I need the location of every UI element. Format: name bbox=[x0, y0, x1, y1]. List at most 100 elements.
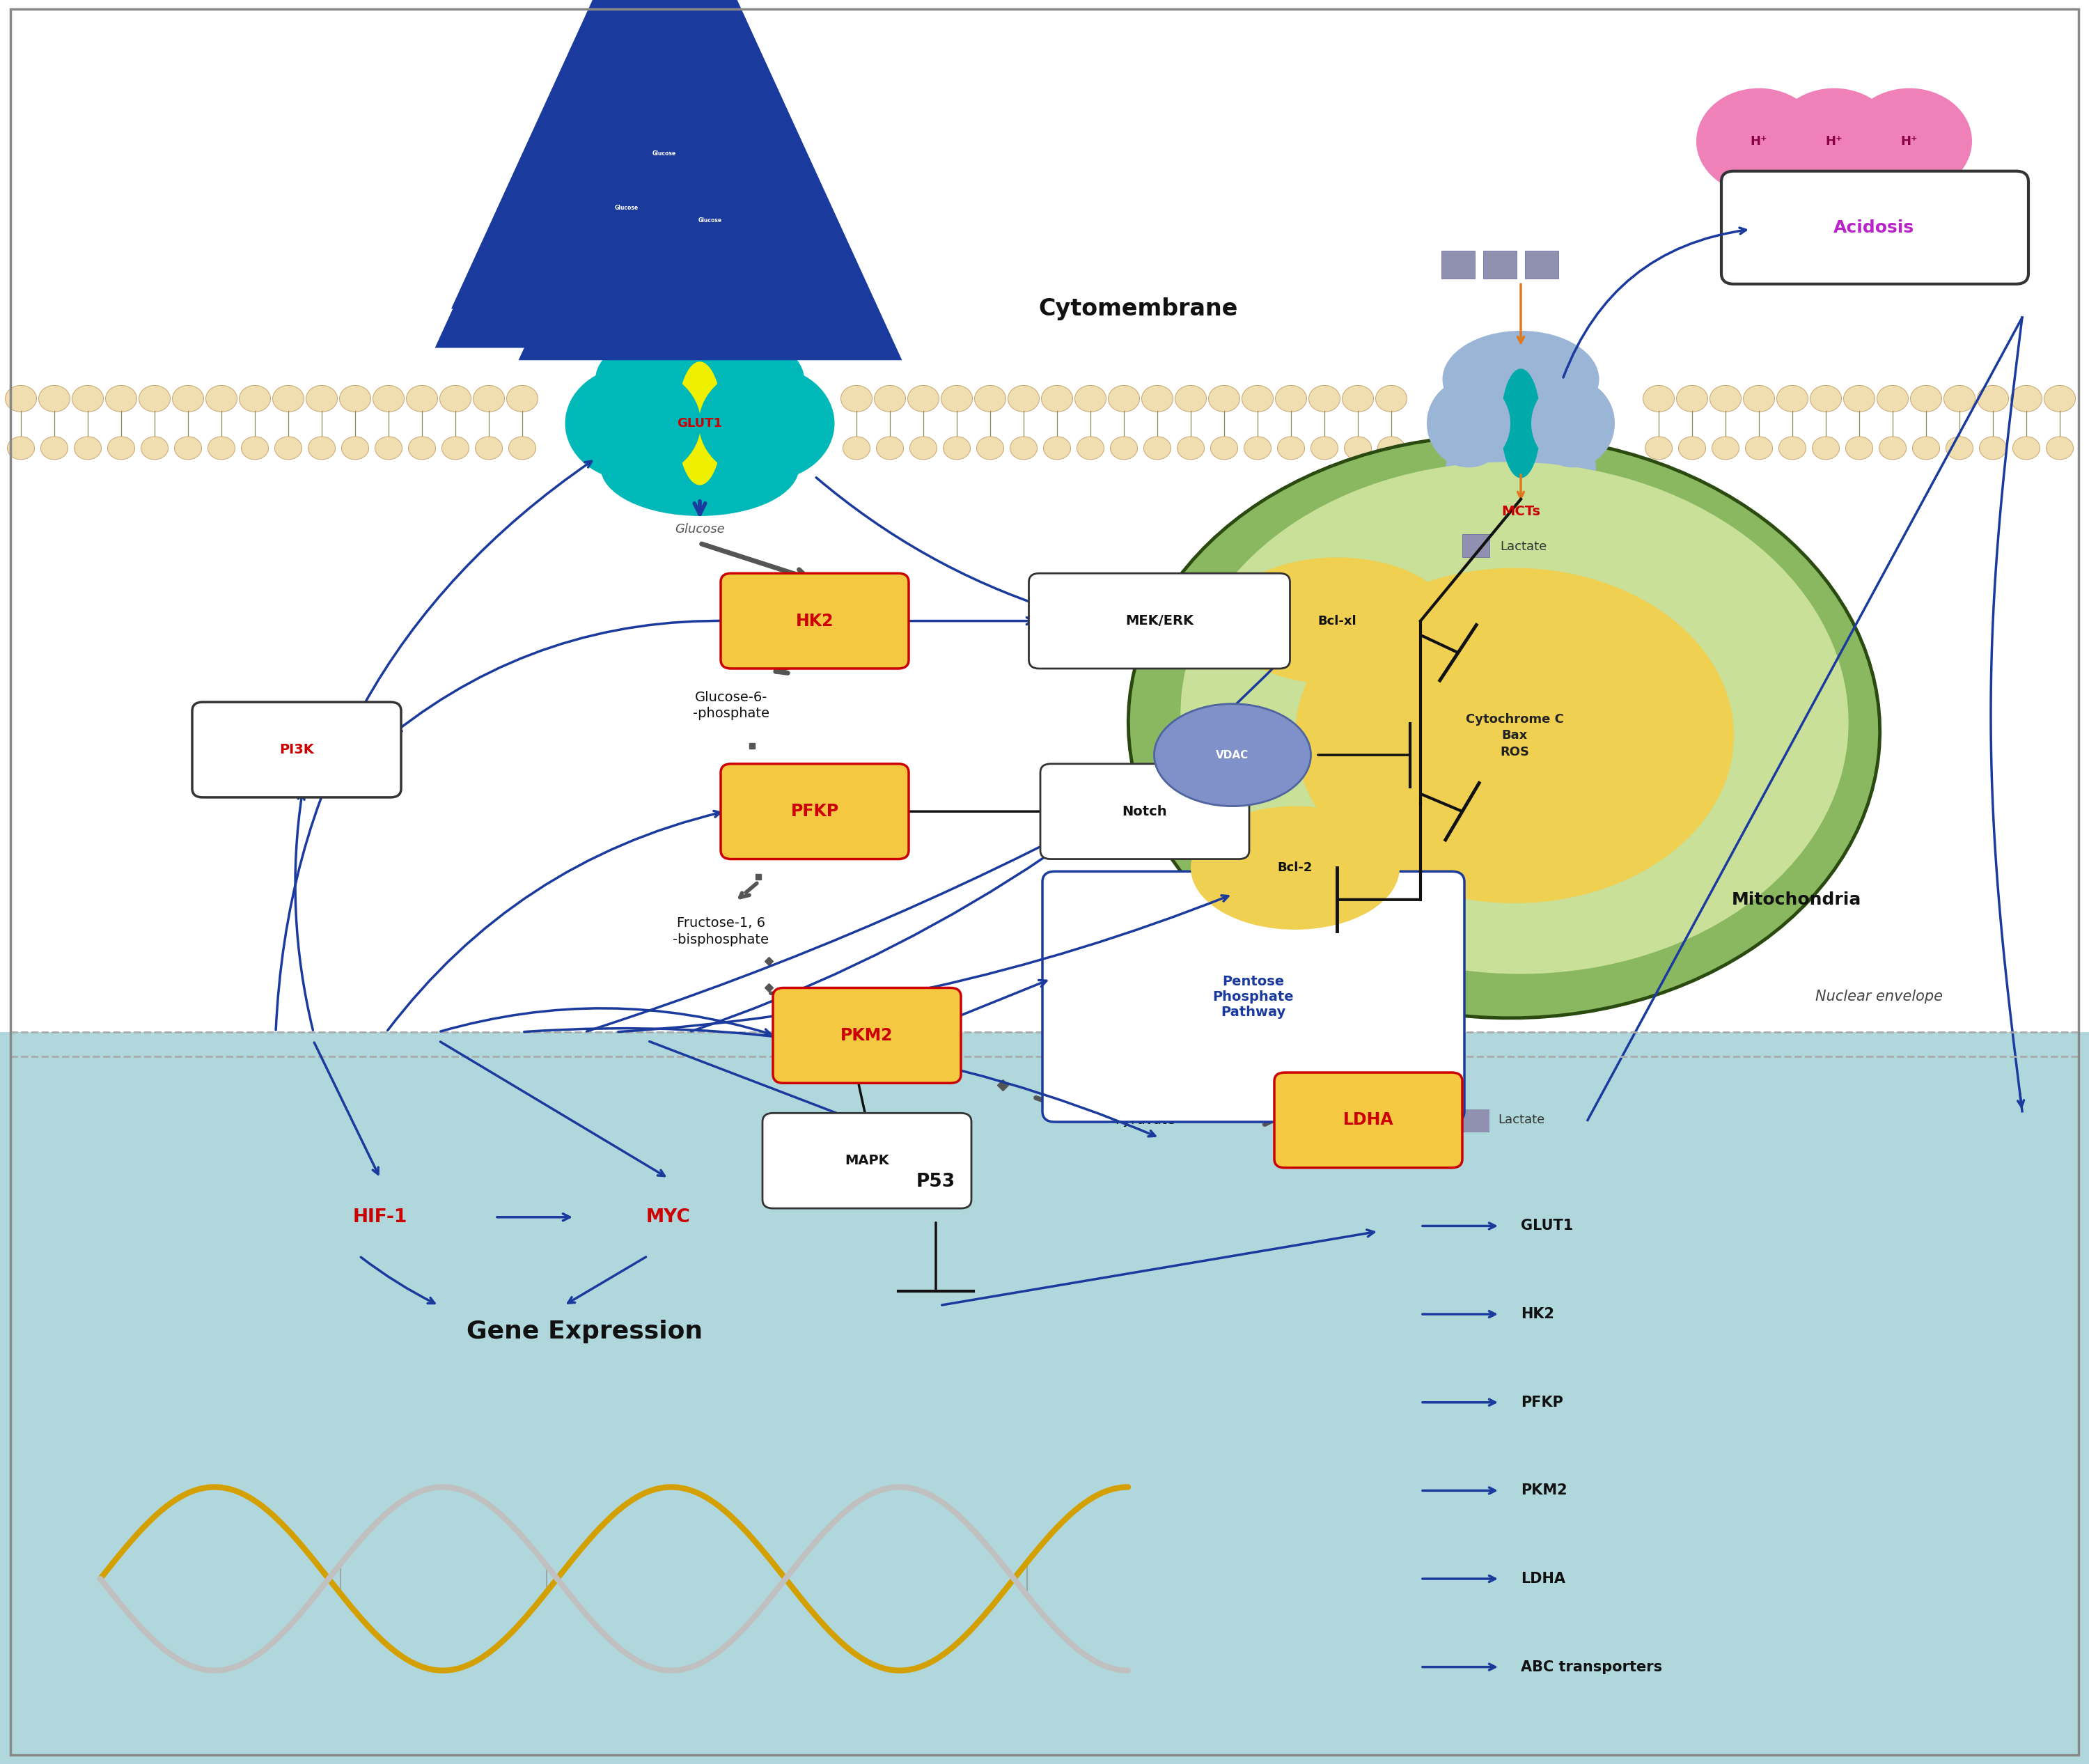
FancyBboxPatch shape bbox=[773, 988, 961, 1083]
Text: VDAC: VDAC bbox=[1216, 750, 1249, 760]
Circle shape bbox=[1980, 437, 2005, 460]
Circle shape bbox=[1375, 386, 1408, 413]
Ellipse shape bbox=[1128, 436, 1880, 1018]
Circle shape bbox=[238, 386, 272, 413]
Text: PI3K: PI3K bbox=[280, 743, 313, 757]
Circle shape bbox=[443, 437, 470, 460]
Circle shape bbox=[1312, 437, 1337, 460]
Circle shape bbox=[1709, 386, 1742, 413]
Circle shape bbox=[1696, 88, 1822, 194]
Text: Bcl-xl: Bcl-xl bbox=[1318, 614, 1356, 628]
Circle shape bbox=[907, 386, 940, 413]
Text: MYC: MYC bbox=[646, 1208, 691, 1226]
Circle shape bbox=[1809, 386, 1842, 413]
Circle shape bbox=[1744, 386, 1776, 413]
Circle shape bbox=[1111, 437, 1136, 460]
Text: Cytochrome C
Bax
ROS: Cytochrome C Bax ROS bbox=[1466, 713, 1563, 759]
Circle shape bbox=[1746, 437, 1774, 460]
Circle shape bbox=[973, 386, 1007, 413]
Polygon shape bbox=[451, 0, 877, 309]
Text: Glucose: Glucose bbox=[675, 522, 725, 536]
Text: PKM2: PKM2 bbox=[1521, 1484, 1567, 1498]
Circle shape bbox=[1345, 437, 1370, 460]
Text: PFKP: PFKP bbox=[790, 803, 840, 820]
FancyBboxPatch shape bbox=[1721, 171, 2028, 284]
Circle shape bbox=[2045, 437, 2072, 460]
Circle shape bbox=[1646, 437, 1671, 460]
Circle shape bbox=[1842, 386, 1876, 413]
Text: MCTs: MCTs bbox=[1502, 505, 1540, 519]
Circle shape bbox=[842, 437, 869, 460]
Circle shape bbox=[510, 437, 535, 460]
Text: Mitochondria: Mitochondria bbox=[1732, 891, 1861, 908]
Text: Lactate: Lactate bbox=[1498, 1113, 1544, 1127]
Circle shape bbox=[75, 437, 100, 460]
Ellipse shape bbox=[564, 367, 702, 482]
Circle shape bbox=[405, 386, 439, 413]
Text: HK2: HK2 bbox=[796, 612, 834, 630]
Circle shape bbox=[1040, 386, 1074, 413]
Ellipse shape bbox=[1531, 379, 1615, 467]
Circle shape bbox=[1642, 386, 1675, 413]
Circle shape bbox=[1107, 386, 1141, 413]
Circle shape bbox=[341, 437, 368, 460]
FancyBboxPatch shape bbox=[1030, 573, 1291, 669]
Ellipse shape bbox=[602, 420, 798, 517]
Ellipse shape bbox=[1347, 658, 1598, 755]
Text: Glucose: Glucose bbox=[652, 150, 677, 157]
Circle shape bbox=[1675, 386, 1709, 413]
FancyBboxPatch shape bbox=[762, 1113, 971, 1208]
Ellipse shape bbox=[1446, 423, 1596, 512]
Text: Fructose-1, 6
-bisphosphate: Fructose-1, 6 -bisphosphate bbox=[673, 917, 769, 946]
Circle shape bbox=[1876, 386, 1909, 413]
Circle shape bbox=[8, 437, 33, 460]
Circle shape bbox=[1976, 386, 2010, 413]
Circle shape bbox=[272, 386, 305, 413]
Ellipse shape bbox=[1452, 651, 1598, 725]
Circle shape bbox=[1245, 437, 1270, 460]
Bar bbox=[0, 1032, 2089, 1764]
Circle shape bbox=[1947, 437, 1972, 460]
Circle shape bbox=[1914, 437, 1939, 460]
Circle shape bbox=[71, 386, 102, 413]
Circle shape bbox=[1308, 386, 1341, 413]
Ellipse shape bbox=[1191, 806, 1400, 930]
FancyBboxPatch shape bbox=[1040, 764, 1249, 859]
Circle shape bbox=[372, 386, 405, 413]
Circle shape bbox=[240, 437, 267, 460]
Text: MEK/ERK: MEK/ERK bbox=[1126, 614, 1193, 628]
Text: Glucose: Glucose bbox=[698, 217, 723, 224]
Circle shape bbox=[1178, 437, 1203, 460]
Text: PKM2: PKM2 bbox=[840, 1027, 894, 1044]
Text: Bcl-2: Bcl-2 bbox=[1278, 861, 1312, 875]
Circle shape bbox=[309, 437, 334, 460]
Ellipse shape bbox=[1427, 379, 1510, 467]
FancyBboxPatch shape bbox=[192, 702, 401, 797]
FancyBboxPatch shape bbox=[1042, 871, 1464, 1122]
Text: Acidosis: Acidosis bbox=[1834, 219, 1914, 236]
FancyBboxPatch shape bbox=[721, 764, 909, 859]
Circle shape bbox=[1274, 386, 1308, 413]
Circle shape bbox=[171, 386, 205, 413]
Circle shape bbox=[104, 386, 138, 413]
Bar bbox=[1441, 250, 1475, 279]
Circle shape bbox=[1074, 386, 1107, 413]
Circle shape bbox=[1212, 437, 1237, 460]
Circle shape bbox=[1011, 437, 1036, 460]
Circle shape bbox=[173, 437, 201, 460]
Text: LDHA: LDHA bbox=[1343, 1111, 1393, 1129]
Circle shape bbox=[441, 386, 472, 413]
Circle shape bbox=[1847, 88, 1972, 194]
Text: GLUT1: GLUT1 bbox=[1521, 1219, 1573, 1233]
Circle shape bbox=[338, 386, 372, 413]
Text: H⁺: H⁺ bbox=[1901, 134, 1918, 148]
Text: PFKP: PFKP bbox=[1521, 1395, 1563, 1409]
Ellipse shape bbox=[1222, 557, 1452, 684]
Circle shape bbox=[911, 437, 936, 460]
Ellipse shape bbox=[1180, 462, 1849, 974]
Circle shape bbox=[940, 386, 971, 413]
Polygon shape bbox=[518, 0, 902, 360]
Circle shape bbox=[409, 437, 435, 460]
Circle shape bbox=[1145, 437, 1172, 460]
Circle shape bbox=[2010, 386, 2041, 413]
